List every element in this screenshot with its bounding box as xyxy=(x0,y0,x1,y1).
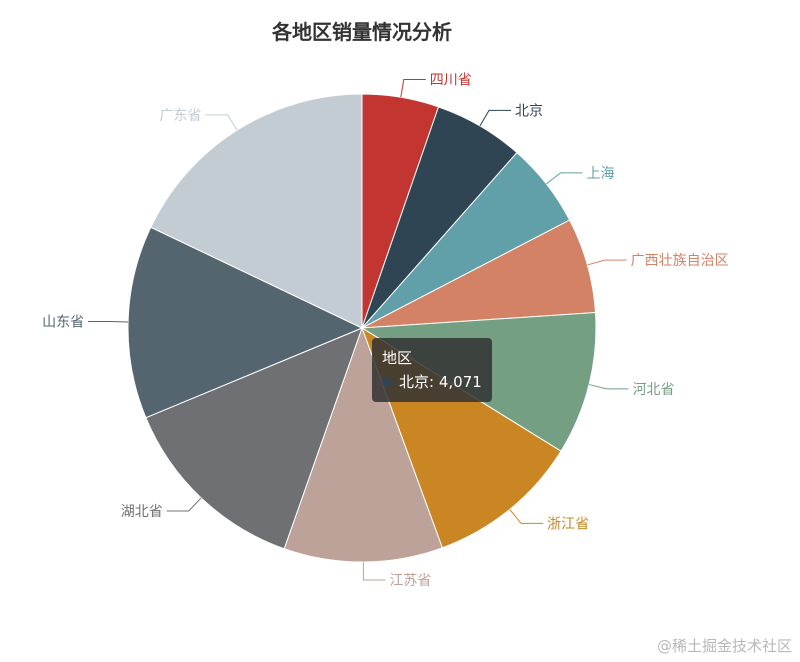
tooltip-separator: : xyxy=(429,373,439,391)
slice-label: 河北省 xyxy=(633,382,675,398)
label-line xyxy=(400,78,426,98)
pie-slice[interactable] xyxy=(283,326,443,563)
slice-label: 湖北省 xyxy=(121,504,163,520)
slice-label: 北京 xyxy=(515,103,543,119)
label-line xyxy=(205,114,238,131)
chart-tooltip: 地区 北京: 4,071 xyxy=(372,338,492,402)
label-line xyxy=(588,384,629,390)
label-line xyxy=(479,109,512,127)
slice-label: 广东省 xyxy=(160,108,202,124)
watermark: @稀土掘金技术社区 xyxy=(656,637,792,655)
slice-label: 江苏省 xyxy=(389,573,431,589)
tooltip-color-dot xyxy=(382,377,392,387)
slice-label: 四川省 xyxy=(430,72,472,88)
label-line xyxy=(509,509,544,524)
label-line xyxy=(166,497,202,512)
tooltip-row: 北京: 4,071 xyxy=(382,370,482,394)
tooltip-item-value: 4,071 xyxy=(438,373,482,391)
slice-label: 上海 xyxy=(587,166,615,182)
label-line xyxy=(587,259,627,266)
pie-slice[interactable] xyxy=(145,327,363,550)
pie-slice[interactable] xyxy=(150,93,363,329)
label-line xyxy=(546,172,583,185)
pie-slice[interactable] xyxy=(127,226,364,419)
slice-label: 广西壮族自治区 xyxy=(631,253,729,269)
tooltip-series-name: 地区 xyxy=(382,349,413,367)
slice-label: 山东省 xyxy=(42,314,84,330)
slice-label: 浙江省 xyxy=(547,516,589,532)
chart-title: 各地区销量情况分析 xyxy=(272,20,452,44)
tooltip-item-label: 北京 xyxy=(399,373,430,391)
label-line xyxy=(362,561,386,581)
